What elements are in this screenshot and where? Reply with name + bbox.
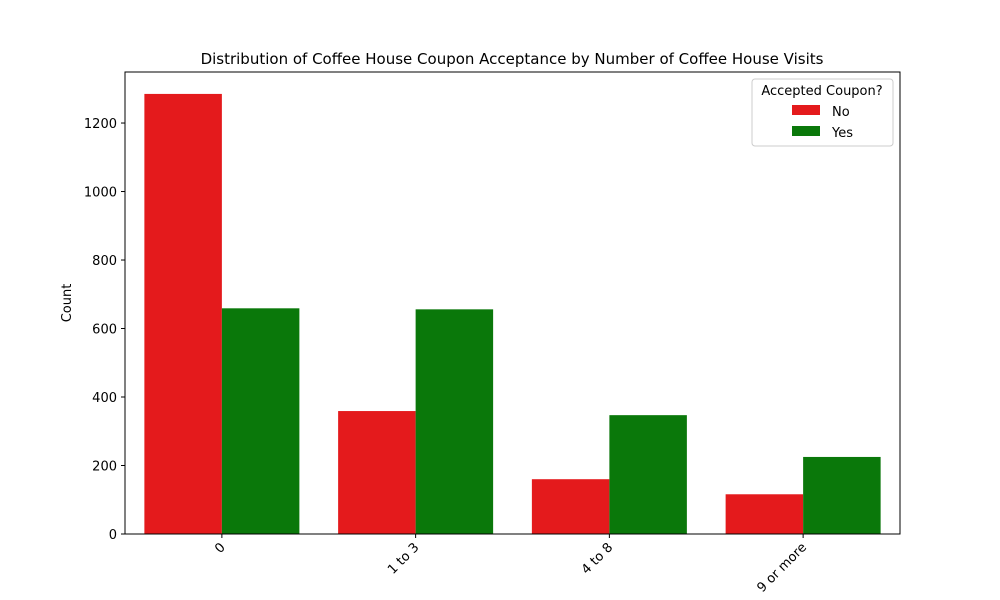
bars-group	[144, 93, 881, 534]
x-tick-label: 9 or more	[754, 540, 810, 596]
bar-yes-2	[609, 415, 687, 534]
y-tick-label: 600	[92, 323, 117, 338]
bar-no-3	[725, 494, 804, 534]
y-tick-label: 0	[109, 528, 117, 543]
plot-frame	[124, 71, 901, 535]
legend-title: Accepted Coupon?	[761, 84, 882, 99]
y-tick-label: 400	[92, 391, 117, 406]
bar-yes-3	[803, 456, 881, 534]
bar-no-0	[144, 93, 222, 534]
legend-swatch-yes	[792, 126, 820, 136]
y-tick-label: 1000	[84, 186, 117, 201]
chart-title: Distribution of Coffee House Coupon Acce…	[201, 50, 824, 68]
y-tick-label: 1200	[84, 117, 117, 132]
bar-no-1	[338, 411, 416, 534]
bar-yes-0	[221, 308, 300, 534]
legend-label-no: No	[832, 105, 850, 120]
legend-box	[751, 78, 894, 147]
legend-swatch-no	[792, 105, 820, 115]
x-axis: 0 1 to 3 4 to 8 9 or more	[212, 534, 810, 596]
x-tick-label: 0	[212, 540, 228, 556]
y-axis-label: Count	[60, 284, 75, 323]
y-tick-label: 200	[92, 460, 117, 475]
legend: Accepted Coupon? No Yes	[751, 78, 894, 147]
bar-no-2	[531, 479, 610, 534]
x-tick-label: 1 to 3	[385, 540, 422, 577]
y-tick-label: 800	[92, 254, 117, 269]
x-tick-label: 4 to 8	[579, 540, 616, 577]
bar-yes-1	[415, 309, 494, 534]
y-axis: 0 200 400 600 800 1000 1200	[84, 117, 125, 543]
legend-label-yes: Yes	[831, 126, 853, 141]
